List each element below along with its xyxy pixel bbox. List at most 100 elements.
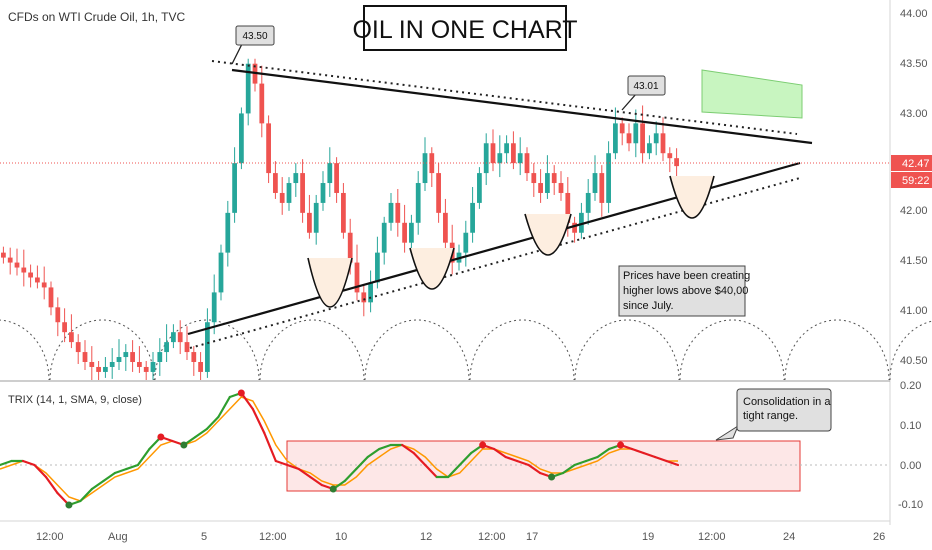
candle-body [626,133,632,144]
candle-body [640,123,645,154]
bowl-3 [524,213,572,256]
trix-segment [596,447,611,459]
callout-pointer [621,93,637,111]
trix-label: TRIX (14, 1, SMA, 9, close) [8,394,142,406]
price-tick: 44.00 [900,8,928,20]
chart-title: OIL IN ONE CHART [352,16,577,44]
candle-body [409,222,414,243]
trix-segment [642,451,657,459]
candle-body [545,173,550,193]
candle-body [103,366,108,372]
candle-body [55,307,61,323]
candle-body [286,183,292,203]
candle-body [239,113,244,164]
trix-segment [412,451,427,467]
candle-body [293,173,299,184]
trix-segment [194,427,208,439]
candle-body [558,183,564,193]
candle-body [184,342,190,353]
cycle-arc [784,319,890,381]
candle-body [395,202,401,223]
high-right-value: 43.01 [633,81,658,92]
price-tick: 40.50 [900,355,928,367]
trix-cross-dot [617,441,625,449]
price-tick: 42.00 [900,205,928,217]
trix-lines [0,389,680,509]
high-callout-right: 43.01 [621,75,666,111]
time-tick: Aug [108,531,128,543]
note-line-2: higher lows above $40,00 [623,285,748,297]
cycle-arc [49,319,155,381]
candle-body [82,352,88,362]
candle-body [375,252,380,283]
trix-cross-dot [479,441,487,449]
cycle-arc [889,320,932,381]
candle-body [470,202,475,233]
trix-segment [0,459,13,467]
candle-body [381,222,387,253]
candle-body [524,153,530,174]
candle-body [422,153,428,184]
candle-body [619,123,625,134]
candle-body [123,352,129,358]
bowl-2 [409,247,455,290]
cycle-arc [259,319,365,381]
trix-note-line-2: tight range. [743,410,798,422]
trix-note: Consolidation in a tight range. [715,388,832,441]
candle-body [48,287,54,308]
trix-tick: 0.10 [900,420,921,432]
trix-segment [401,443,415,455]
candle-body [463,232,469,253]
candle-body [157,352,163,362]
candle-body [62,322,67,333]
candle-body [69,332,74,343]
candle-body [497,153,503,164]
candle-body [313,202,319,233]
candle-body [647,143,652,154]
candle-body [674,158,679,167]
candle-body [592,173,598,193]
candle-body [660,133,666,154]
trix-segment [424,463,438,479]
candle-body [245,63,251,114]
trix-segment [90,479,105,491]
price-tick: 41.00 [900,305,928,317]
candle-body [565,192,571,223]
candle-body [211,292,217,323]
candle-body [483,143,489,174]
trix-cross-dot [548,473,556,481]
trix-segment [286,463,300,471]
candle-body [109,362,115,367]
candle-body [14,262,20,268]
trix-tick: 0.00 [900,460,921,472]
candle-body [177,332,183,343]
trix-segment [343,467,358,483]
trix-segment [79,487,94,503]
time-tick: 17 [526,531,538,543]
candle-body [205,322,210,372]
candle-body [504,143,509,154]
candle-body [606,153,611,203]
trix-segment [102,471,117,483]
candle-body [477,173,482,203]
trix-segment [458,451,473,467]
time-tick: 12:00 [478,531,506,543]
upper-dotted-trendline [211,60,798,135]
cycle-arc [364,319,470,381]
trix-segment [309,475,323,487]
time-tick: 24 [783,531,795,543]
candle-body [599,173,605,203]
trix-segment [447,463,461,479]
trix-segment [653,455,668,463]
candle-body [388,202,394,223]
price-tick: 41.50 [900,255,928,267]
trix-segment [136,447,151,467]
price-tick: 43.50 [900,58,928,70]
time-tick: 12:00 [259,531,287,543]
trix-cross-dot [237,389,245,397]
candle-body [89,362,95,367]
trix-segment [366,447,381,459]
candle-body [7,257,13,263]
prices-note: Prices have been creating higher lows ab… [618,265,750,317]
candle-body [307,212,312,233]
